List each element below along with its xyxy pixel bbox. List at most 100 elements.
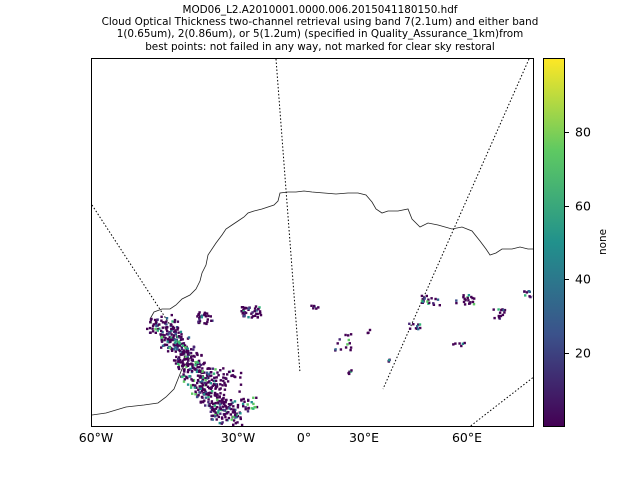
cloud-pixel <box>174 346 177 349</box>
cloud-pixel <box>224 401 227 404</box>
cloud-pixel <box>236 406 240 409</box>
cloud-pixel <box>182 363 186 367</box>
cloud-pixel <box>463 341 466 345</box>
cloud-pixel <box>199 380 202 384</box>
cloud-pixel <box>218 421 221 425</box>
cloud-pixel <box>152 323 155 326</box>
cloud-pixel <box>252 402 255 406</box>
cloud-pixel <box>174 332 177 335</box>
cloud-pixel <box>178 344 181 347</box>
cloud-pixel <box>250 401 253 404</box>
cloud-pixel <box>213 408 216 411</box>
cloud-pixel <box>171 325 175 329</box>
cloud-pixel <box>473 297 476 300</box>
cloud-pixel <box>186 347 189 350</box>
cloud-pixel <box>168 336 171 339</box>
cloud-pixel <box>168 346 172 350</box>
cloud-pixel <box>417 323 420 326</box>
cloud-pixel <box>165 343 169 347</box>
cloud-pixel <box>216 396 219 399</box>
cloud-pixel <box>165 328 168 331</box>
cloud-pixel <box>211 402 215 405</box>
cloud-pixel <box>254 305 258 308</box>
cloud-pixel <box>499 314 503 318</box>
cloud-pixel <box>253 309 256 313</box>
cloud-pixel <box>203 313 206 317</box>
cloud-pixel <box>204 396 208 399</box>
cloud-pixel <box>458 342 461 345</box>
cloud-pixel <box>179 353 183 356</box>
cloud-pixel <box>210 386 213 389</box>
cloud-pixel <box>198 311 201 314</box>
cloud-pixel <box>527 290 530 293</box>
cloud-pixel <box>203 322 206 325</box>
cloud-pixel <box>212 372 216 375</box>
cloud-pixel <box>207 398 210 401</box>
cloud-pixel <box>239 416 242 419</box>
cloud-pixel <box>344 346 348 349</box>
cloud-pixel <box>255 309 258 312</box>
cloud-pixel <box>172 359 176 362</box>
cloud-pixel <box>191 364 194 368</box>
cloud-pixel <box>211 414 214 418</box>
cloud-pixel <box>420 294 424 298</box>
cloud-pixel <box>205 377 209 380</box>
cloud-pixel <box>426 300 429 303</box>
cloud-pixel <box>240 399 243 402</box>
cloud-pixel <box>176 362 180 365</box>
cloud-pixel <box>187 359 190 362</box>
cloud-pixel <box>151 327 154 330</box>
cloud-pixel <box>251 315 255 318</box>
cloud-pixel <box>430 297 433 300</box>
cloud-pixel <box>196 315 199 318</box>
cloud-pixel <box>219 392 222 395</box>
cloud-pixel <box>498 311 502 314</box>
cloud-pixel <box>213 391 217 395</box>
cloud-pixel <box>192 348 195 351</box>
cloud-pixel <box>154 322 157 325</box>
cloud-pixel <box>312 307 315 310</box>
cloud-pixel <box>217 415 220 419</box>
cloud-pixel <box>336 342 339 345</box>
cloud-pixel <box>455 299 458 302</box>
cloud-pixel <box>201 367 204 370</box>
cloud-pixel <box>181 365 184 368</box>
cloud-pixel <box>258 306 261 309</box>
cloud-pixel <box>216 398 219 402</box>
cloud-pixel <box>222 376 225 379</box>
cloud-pixel <box>216 414 219 417</box>
cloud-pixel <box>176 347 179 350</box>
cloud-pixel <box>215 376 218 379</box>
cloud-pixel <box>149 318 153 322</box>
cloud-pixel <box>212 410 215 413</box>
cloud-pixel <box>194 363 197 367</box>
title-line-1: MOD06_L2.A2010001.0000.006.2015041180150… <box>182 4 458 16</box>
cloud-pixel <box>243 311 246 314</box>
cloud-pixel <box>501 313 505 317</box>
cloud-pixel <box>347 338 350 342</box>
cloud-pixel <box>462 300 466 304</box>
cloud-pixel <box>205 312 209 315</box>
cloud-pixel <box>206 367 209 370</box>
cloud-pixel <box>163 321 167 324</box>
cloud-pixel <box>408 327 412 330</box>
cloud-pixel <box>222 373 225 376</box>
cloud-pixel <box>183 370 186 373</box>
cloud-pixel <box>177 341 181 344</box>
x-tick-label-30e: 30°E <box>348 430 380 445</box>
cloud-pixel <box>207 401 210 404</box>
cloud-pixel <box>170 347 173 351</box>
cloud-pixel <box>211 418 214 421</box>
cloud-pixel <box>213 383 216 387</box>
cloud-pixel <box>204 315 208 318</box>
cloud-pixel <box>179 361 182 364</box>
cloud-pixel <box>198 376 202 379</box>
cloud-pixel <box>192 367 196 370</box>
cloud-pixel <box>177 360 180 363</box>
coastline-africa <box>149 190 533 320</box>
cloud-pixel <box>349 348 352 352</box>
cloud-pixel <box>366 331 369 335</box>
cloud-pixel <box>214 379 218 382</box>
cloud-pixel <box>174 362 178 365</box>
cloud-pixel <box>455 301 458 305</box>
